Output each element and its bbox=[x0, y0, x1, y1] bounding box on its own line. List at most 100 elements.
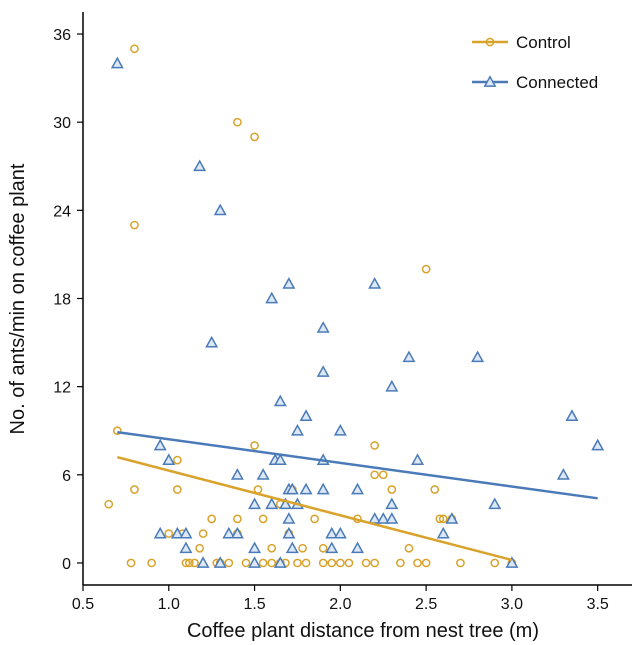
data-point bbox=[445, 512, 459, 524]
data-point bbox=[265, 497, 279, 510]
data-point bbox=[301, 558, 311, 568]
data-point bbox=[282, 526, 296, 539]
data-point bbox=[241, 558, 251, 568]
data-point bbox=[290, 423, 304, 436]
data-point bbox=[318, 543, 328, 553]
data-point bbox=[299, 409, 313, 421]
x-axis-title: Coffee plant distance from nest tree (m) bbox=[187, 620, 539, 642]
data-point bbox=[267, 558, 277, 568]
data-point bbox=[190, 558, 199, 568]
data-point bbox=[361, 558, 371, 568]
data-point bbox=[325, 526, 339, 539]
data-point bbox=[285, 541, 299, 554]
data-point bbox=[233, 514, 242, 524]
y-tick-label: 12 bbox=[53, 380, 71, 397]
y-tick-label: 6 bbox=[62, 468, 71, 485]
data-point bbox=[385, 379, 399, 392]
data-point bbox=[179, 526, 193, 539]
data-point bbox=[370, 558, 380, 568]
data-point bbox=[385, 512, 399, 524]
data-point bbox=[404, 543, 414, 553]
data-point bbox=[248, 556, 262, 568]
data-point bbox=[285, 482, 299, 495]
data-point bbox=[316, 321, 330, 333]
data-point bbox=[193, 159, 207, 172]
legend: Control Connected bbox=[472, 33, 598, 92]
axes: 0.5 1.0 1.5 2.0 2.5 3.0 3.5 0 6 12 18 24 30 36 bbox=[53, 12, 632, 613]
data-point bbox=[368, 277, 382, 289]
data-point bbox=[248, 497, 262, 510]
data-point bbox=[130, 220, 139, 230]
data-point bbox=[413, 558, 422, 568]
data-point bbox=[318, 558, 328, 568]
data-point bbox=[282, 512, 296, 524]
data-point bbox=[153, 526, 167, 539]
y-tick-label: 24 bbox=[53, 203, 71, 220]
data-point bbox=[310, 514, 319, 524]
legend-marker bbox=[483, 75, 497, 87]
data-point bbox=[130, 44, 139, 54]
data-point bbox=[273, 453, 287, 466]
data-point bbox=[112, 426, 122, 436]
data-point bbox=[173, 485, 182, 494]
data-point bbox=[293, 558, 302, 568]
data-point bbox=[565, 409, 579, 421]
data-point bbox=[230, 526, 244, 539]
x-tick-label: 3.5 bbox=[587, 596, 609, 613]
y-tick-label: 36 bbox=[53, 27, 71, 44]
data-point bbox=[164, 529, 174, 538]
data-point bbox=[490, 558, 500, 568]
data-point bbox=[325, 541, 339, 554]
data-point bbox=[316, 482, 330, 495]
data-point bbox=[233, 117, 242, 127]
legend-label: Connected bbox=[516, 73, 598, 92]
data-point bbox=[421, 558, 431, 568]
data-point bbox=[250, 132, 259, 142]
data-point bbox=[126, 558, 136, 568]
data-point bbox=[556, 468, 570, 480]
data-point bbox=[170, 526, 184, 539]
data-point bbox=[385, 497, 399, 510]
data-point bbox=[224, 558, 234, 568]
y-axis-title: No. of ants/min on coffee plant bbox=[7, 163, 29, 434]
data-point bbox=[505, 556, 519, 568]
data-point bbox=[591, 438, 605, 451]
data-point bbox=[181, 558, 191, 568]
data-point bbox=[344, 558, 354, 568]
data-point bbox=[438, 514, 448, 524]
data-point bbox=[298, 543, 307, 553]
data-point bbox=[213, 203, 227, 216]
data-point bbox=[130, 485, 139, 494]
data-point bbox=[351, 541, 364, 554]
data-point bbox=[430, 485, 440, 494]
data-point bbox=[333, 526, 347, 539]
data-point bbox=[104, 499, 114, 509]
data-point bbox=[273, 556, 287, 568]
data-point bbox=[258, 558, 268, 568]
trend-line-control bbox=[116, 455, 513, 562]
data-point bbox=[213, 556, 227, 568]
data-point bbox=[333, 423, 347, 436]
data-point bbox=[153, 438, 167, 451]
y-axis-ticks: 0 6 12 18 24 30 36 bbox=[53, 27, 83, 573]
data-point bbox=[435, 514, 445, 524]
y-tick-label: 18 bbox=[53, 292, 71, 309]
data-point bbox=[387, 485, 397, 494]
y-tick-label: 30 bbox=[53, 115, 71, 132]
x-tick-label: 3.0 bbox=[501, 596, 523, 613]
data-point bbox=[278, 497, 292, 510]
trend-line-connected bbox=[117, 430, 598, 500]
data-point bbox=[248, 541, 262, 554]
data-point bbox=[147, 558, 156, 568]
x-tick-label: 1.5 bbox=[243, 596, 265, 613]
x-tick-label: 2.0 bbox=[329, 596, 351, 613]
data-point bbox=[299, 482, 313, 495]
series-control bbox=[104, 44, 517, 568]
data-point bbox=[436, 526, 450, 539]
data-point bbox=[198, 529, 208, 538]
data-point bbox=[471, 350, 485, 363]
data-point bbox=[411, 453, 425, 466]
data-point bbox=[376, 512, 390, 524]
x-tick-label: 1.0 bbox=[158, 596, 180, 613]
